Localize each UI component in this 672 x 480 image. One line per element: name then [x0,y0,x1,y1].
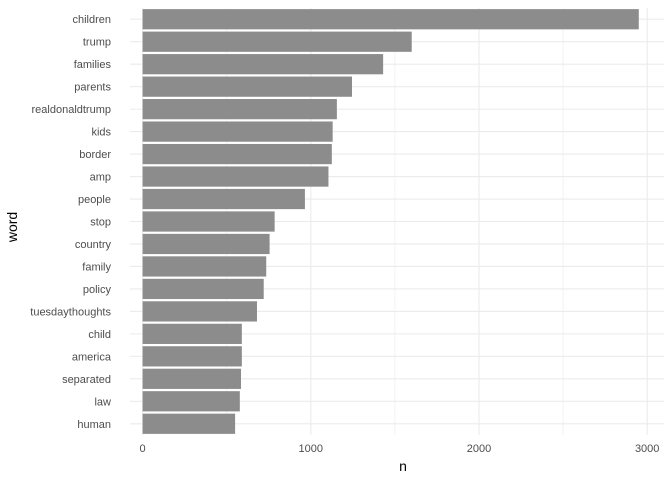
y-tick-label: border [79,149,111,161]
bar-trump [142,31,412,52]
bar-realdonaldtrump [142,99,337,120]
bar-kids [142,121,333,142]
y-tick-label: america [72,351,112,363]
bar-stop [142,211,275,232]
y-tick-label: law [94,396,111,408]
x-tick-label: 0 [140,443,146,455]
bar-law [142,391,240,412]
x-tick-label: 1000 [299,443,323,455]
bar-family [142,256,267,277]
x-tick-label: 2000 [467,443,491,455]
y-tick-label: parents [74,82,111,94]
y-tick-label: children [72,14,111,26]
y-tick-label: family [82,261,111,273]
y-tick-label: country [75,239,112,251]
y-tick-labels: children trump families parents realdonaldtr… [30,14,112,431]
bar-child [142,323,242,344]
bar-policy [142,278,264,300]
bar-parents [142,76,353,97]
bar-families [142,54,384,75]
x-tick-labels: 0 1000 2000 3000 [140,443,660,455]
y-tick-label: tuesdaythoughts [30,306,111,318]
bar-tuesdaythoughts [142,301,257,322]
bar-human [142,413,236,434]
bar-country [142,233,270,255]
bars [142,9,639,434]
bar-america [142,346,242,367]
x-axis-title: n [399,458,407,474]
y-tick-label: human [77,419,111,431]
y-tick-label: realdonaldtrump [32,104,112,116]
y-tick-label: policy [83,284,112,296]
y-tick-label: child [88,329,111,341]
y-tick-label: people [78,194,111,206]
bar-border [142,143,332,165]
bar-children [142,9,639,30]
y-tick-label: families [74,59,112,71]
y-tick-label: separated [62,374,111,386]
bar-separated [142,368,242,389]
y-axis-title: word [4,212,20,243]
bar-amp [142,166,329,187]
y-tick-label: amp [90,172,111,184]
y-tick-label: trump [83,37,111,49]
x-tick-label: 3000 [635,443,659,455]
y-tick-label: kids [91,127,111,139]
y-tick-label: stop [90,217,111,229]
bar-people [142,188,305,210]
